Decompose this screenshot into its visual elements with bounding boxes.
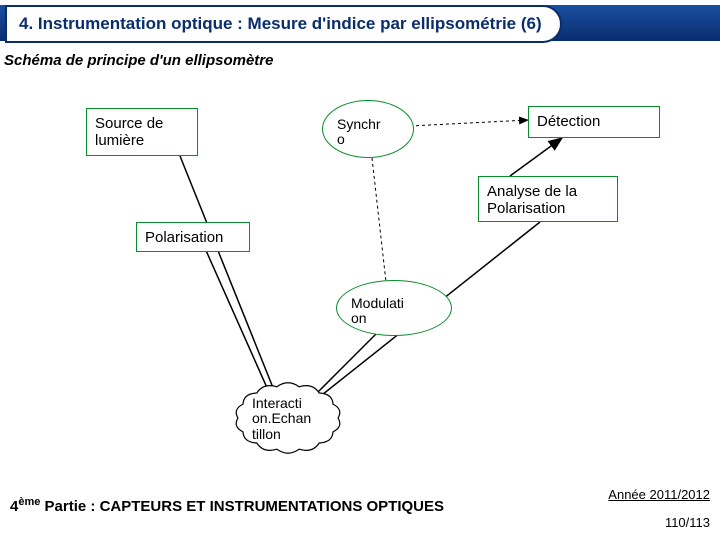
cloud-interaction-label: Interacti on.Echan tillon bbox=[252, 395, 311, 442]
diagram-canvas bbox=[0, 0, 720, 540]
box-polarisation: Polarisation bbox=[136, 222, 250, 252]
box-source-label: Source de lumière bbox=[95, 115, 163, 150]
ellipse-modulation: Modulati on bbox=[336, 280, 452, 336]
footer-page: 110/113 bbox=[665, 515, 710, 530]
subtitle: Schéma de principe d'un ellipsomètre bbox=[4, 52, 273, 69]
box-polarisation-label: Polarisation bbox=[145, 229, 223, 246]
box-analyse-polarisation: Analyse de la Polarisation bbox=[478, 176, 618, 222]
box-detection: Détection bbox=[528, 106, 660, 138]
box-source-lumiere: Source de lumière bbox=[86, 108, 198, 156]
page-title: 4. Instrumentation optique : Mesure d'in… bbox=[5, 5, 562, 43]
ellipse-synchro-label: Synchr o bbox=[337, 117, 381, 148]
footer-rest: Partie : CAPTEURS ET INSTRUMENTATIONS OP… bbox=[45, 498, 444, 515]
ellipse-modulation-label: Modulati on bbox=[351, 296, 404, 327]
footer-year: Année 2011/2012 bbox=[608, 487, 710, 502]
title-text: 4. Instrumentation optique : Mesure d'in… bbox=[19, 14, 542, 34]
title-bar: 4. Instrumentation optique : Mesure d'in… bbox=[0, 5, 720, 41]
box-detection-label: Détection bbox=[537, 113, 600, 130]
box-analyse-label: Analyse de la Polarisation bbox=[487, 183, 577, 218]
ellipse-synchro: Synchr o bbox=[322, 100, 414, 158]
footer-section-label: 4ème Partie : CAPTEURS ET INSTRUMENTATIO… bbox=[10, 496, 444, 515]
footer-sup: ème bbox=[18, 496, 40, 508]
cloud-interaction-echantillon: Interacti on.Echan tillon bbox=[252, 396, 332, 442]
